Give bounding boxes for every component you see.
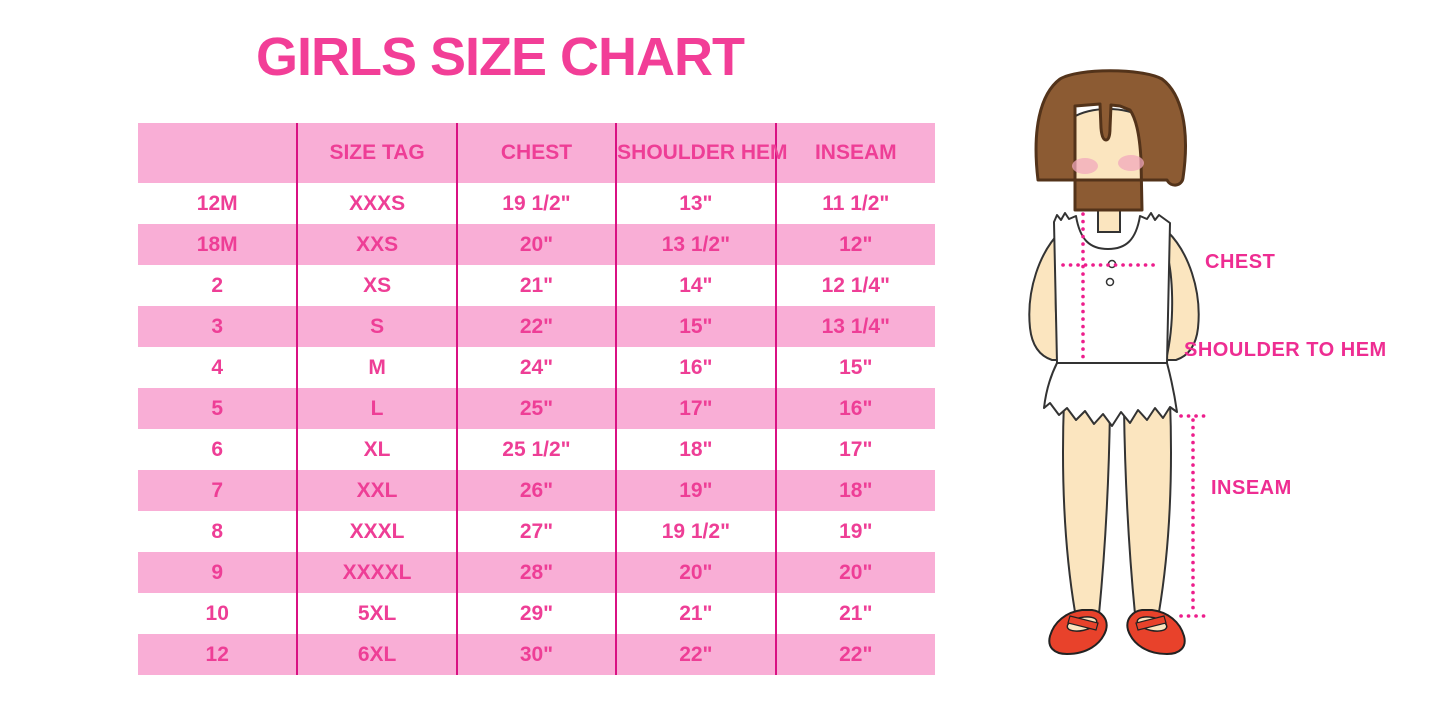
table-cell: 11 1/2"	[774, 183, 935, 224]
table-cell: 22"	[615, 634, 776, 675]
table-cell: 28"	[455, 552, 617, 593]
table-cell: S	[296, 306, 457, 347]
table-row: 4 M 24" 16" 15"	[138, 347, 935, 388]
table-row: 7 XXL 26" 19" 18"	[138, 470, 935, 511]
table-row: 10 5XL 29" 21" 21"	[138, 593, 935, 634]
table-row: 3 S 22" 15" 13 1/4"	[138, 306, 935, 347]
girl-shoe-left-strap	[1067, 615, 1099, 631]
table-cell: 20"	[774, 552, 935, 593]
table-cell: 25"	[455, 388, 617, 429]
girl-top-bodice	[1053, 212, 1171, 364]
column-header: CHEST	[455, 123, 617, 183]
table-cell: 17"	[615, 388, 776, 429]
table-cell: 5	[138, 388, 298, 429]
table-row: 9 XXXXL 28" 20" 20"	[138, 552, 935, 593]
table-cell: L	[296, 388, 457, 429]
table-cell: 15"	[774, 347, 935, 388]
girl-skirt	[1043, 362, 1178, 427]
girl-blush-right	[1118, 155, 1144, 171]
table-cell: 21"	[455, 265, 617, 306]
table-cell: 12"	[774, 224, 935, 265]
size-table: SIZE TAG CHEST SHOULDER HEM INSEAM 12M XXXS 1…	[138, 123, 935, 675]
table-cell: 13"	[615, 183, 776, 224]
column-header: SHOULDER HEM	[615, 123, 788, 183]
table-row: 12 6XL 30" 22" 22"	[138, 634, 935, 675]
table-cell: 19 1/2"	[455, 183, 617, 224]
girl-shoe-right-strap	[1135, 615, 1167, 631]
table-cell: 8	[138, 511, 298, 552]
page-title: GIRLS SIZE CHART	[255, 27, 745, 87]
table-row: 2 XS 21" 14" 12 1/4"	[138, 265, 935, 306]
table-cell: 17"	[774, 429, 935, 470]
table-cell: 18M	[138, 224, 298, 265]
table-cell: 13 1/2"	[615, 224, 776, 265]
table-cell: 13 1/4"	[774, 306, 935, 347]
table-cell: 14"	[615, 265, 776, 306]
table-cell: 19 1/2"	[615, 511, 776, 552]
table-row: 12M XXXS 19 1/2" 13" 11 1/2"	[138, 183, 935, 224]
table-cell: 10	[138, 593, 298, 634]
table-cell: 21"	[615, 593, 776, 634]
table-cell: 2	[138, 265, 298, 306]
girl-arm-right	[1162, 230, 1200, 361]
table-cell: XS	[296, 265, 457, 306]
table-cell: XL	[296, 429, 457, 470]
girl-shoe-left	[1048, 609, 1108, 656]
shoulder-to-hem-label: SHOULDER TO HEM	[1184, 339, 1387, 361]
table-cell: 22"	[774, 634, 935, 675]
girl-illustration	[1028, 69, 1206, 656]
table-cell: 19"	[774, 511, 935, 552]
table-cell: 21"	[774, 593, 935, 634]
table-cell: 7	[138, 470, 298, 511]
table-cell: 4	[138, 347, 298, 388]
table-cell: 25 1/2"	[455, 429, 617, 470]
table-cell: 20"	[615, 552, 776, 593]
inseam-label: INSEAM	[1211, 477, 1292, 499]
table-row: 6 XL 25 1/2" 18" 17"	[138, 429, 935, 470]
table-cell: XXXS	[296, 183, 457, 224]
column-header	[138, 123, 298, 183]
table-cell: XXL	[296, 470, 457, 511]
table-cell: 12M	[138, 183, 298, 224]
table-cell: 22"	[455, 306, 617, 347]
chest-label: CHEST	[1205, 251, 1276, 273]
table-cell: XXXL	[296, 511, 457, 552]
table-cell: XXXXL	[296, 552, 457, 593]
girl-leg-right	[1122, 398, 1172, 616]
table-cell: 26"	[455, 470, 617, 511]
table-row: 18M XXS 20" 13 1/2" 12"	[138, 224, 935, 265]
column-header: INSEAM	[774, 123, 935, 183]
table-cell: 20"	[455, 224, 617, 265]
table-cell: 30"	[455, 634, 617, 675]
table-cell: 19"	[615, 470, 776, 511]
table-cell: 24"	[455, 347, 617, 388]
table-cell: 27"	[455, 511, 617, 552]
table-cell: 16"	[615, 347, 776, 388]
table-row: 5 L 25" 17" 16"	[138, 388, 935, 429]
table-cell: 16"	[774, 388, 935, 429]
girl-hair	[1034, 69, 1187, 212]
table-cell: 12 1/4"	[774, 265, 935, 306]
table-cell: 12	[138, 634, 298, 675]
table-cell: 9	[138, 552, 298, 593]
table-cell: XXS	[296, 224, 457, 265]
column-header: SIZE TAG	[296, 123, 457, 183]
girl-blush-left	[1072, 158, 1098, 174]
size-table-header-row: SIZE TAG CHEST SHOULDER HEM INSEAM	[138, 123, 935, 183]
table-cell: M	[296, 347, 457, 388]
table-cell: 3	[138, 306, 298, 347]
table-cell: 29"	[455, 593, 617, 634]
size-table-body: 12M XXXS 19 1/2" 13" 11 1/2" 18M XXS 20" 13 1/2"…	[138, 183, 935, 675]
table-cell: 5XL	[296, 593, 457, 634]
table-cell: 6	[138, 429, 298, 470]
table-row: 8 XXXL 27" 19 1/2" 19"	[138, 511, 935, 552]
table-cell: 18"	[774, 470, 935, 511]
girl-leg-left	[1062, 398, 1112, 616]
table-cell: 6XL	[296, 634, 457, 675]
table-cell: 15"	[615, 306, 776, 347]
girl-shoe-right	[1126, 609, 1186, 656]
table-cell: 18"	[615, 429, 776, 470]
girl-top-button-2	[1105, 277, 1115, 287]
